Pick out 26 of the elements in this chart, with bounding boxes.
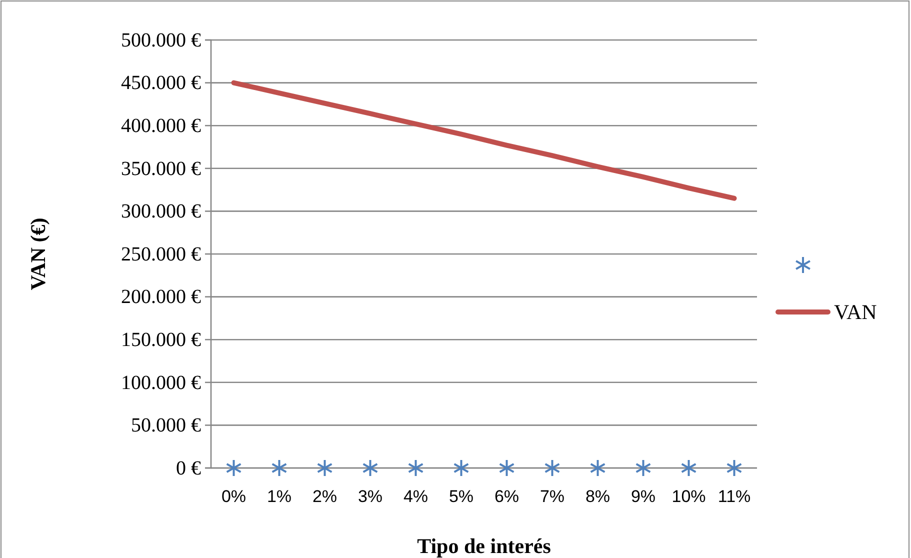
x-tick-label: 2% [312, 487, 338, 506]
y-tick-label: 50.000 € [131, 414, 201, 437]
x-tick-label: 3% [358, 487, 383, 506]
y-tick-label: 150.000 € [121, 329, 201, 351]
y-tick-label: 400.000 € [121, 115, 201, 137]
legend-label: VAN [834, 300, 877, 324]
y-tick-label: 300.000 € [121, 200, 201, 223]
y-tick-label: 250.000 € [121, 243, 201, 266]
y-tick-label: 500.000 € [121, 29, 201, 52]
y-axis-title: VAN (€) [26, 218, 50, 290]
x-tick-label: 8% [585, 487, 610, 506]
y-tick-label: 450.000 € [121, 72, 201, 94]
x-tick-label: 9% [630, 487, 656, 506]
x-tick-label: 5% [448, 487, 474, 506]
y-tick-label: 100.000 € [121, 372, 201, 394]
y-tick-label: 350.000 € [121, 158, 201, 180]
x-tick-label: 11% [718, 487, 751, 506]
x-tick-label: 7% [540, 487, 565, 506]
y-tick-label: 200.000 € [121, 286, 201, 308]
x-tick-label: 10% [672, 487, 706, 506]
x-tick-label: 6% [494, 487, 520, 506]
x-tick-label: 4% [403, 487, 428, 506]
y-tick-label: 0 € [176, 457, 201, 480]
x-tick-label: 0% [221, 487, 246, 506]
x-tick-label: 1% [266, 487, 292, 506]
x-axis-title: Tipo de interés [417, 534, 551, 558]
